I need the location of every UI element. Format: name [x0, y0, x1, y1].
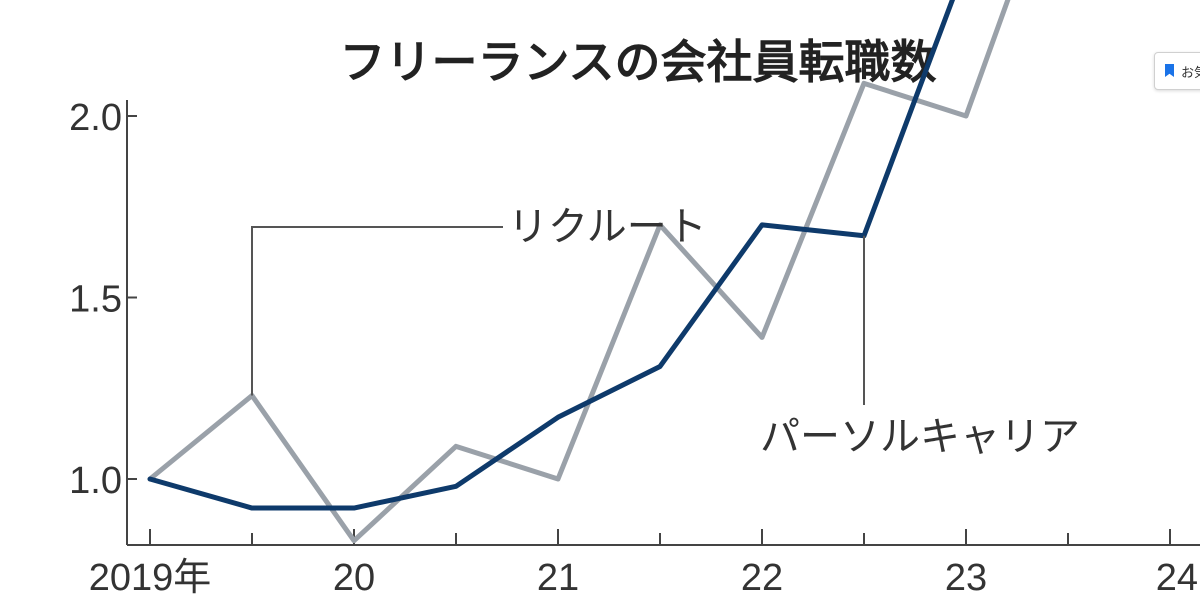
series-line-recruit: [147, 0, 1011, 544]
x-tick-label: 21: [537, 557, 579, 596]
save-badge[interactable]: お気: [1154, 52, 1200, 90]
y-tick-label: 1.0: [69, 460, 122, 502]
x-tick-label: 22: [741, 557, 783, 596]
series-line-persol: [147, 0, 956, 511]
y-tick-label: 1.5: [69, 279, 122, 321]
leader-line-recruit: [251, 226, 503, 396]
badge-text: お気: [1181, 66, 1200, 81]
x-tick-label: 23: [945, 557, 987, 596]
x-tick-label: 20: [333, 557, 375, 596]
series-label-recruit: リクルート: [508, 204, 707, 250]
x-tick-label: 2019年: [89, 557, 212, 596]
series-layer: [147, 0, 1011, 544]
series-label-persol: パーソルキャリア: [760, 414, 1080, 460]
chart-title: フリーランスの会社員転職数: [339, 35, 936, 89]
bookmark-icon: [1165, 64, 1174, 77]
y-tick-label: 2.0: [69, 97, 122, 139]
x-tick-label: 24: [1156, 557, 1198, 596]
